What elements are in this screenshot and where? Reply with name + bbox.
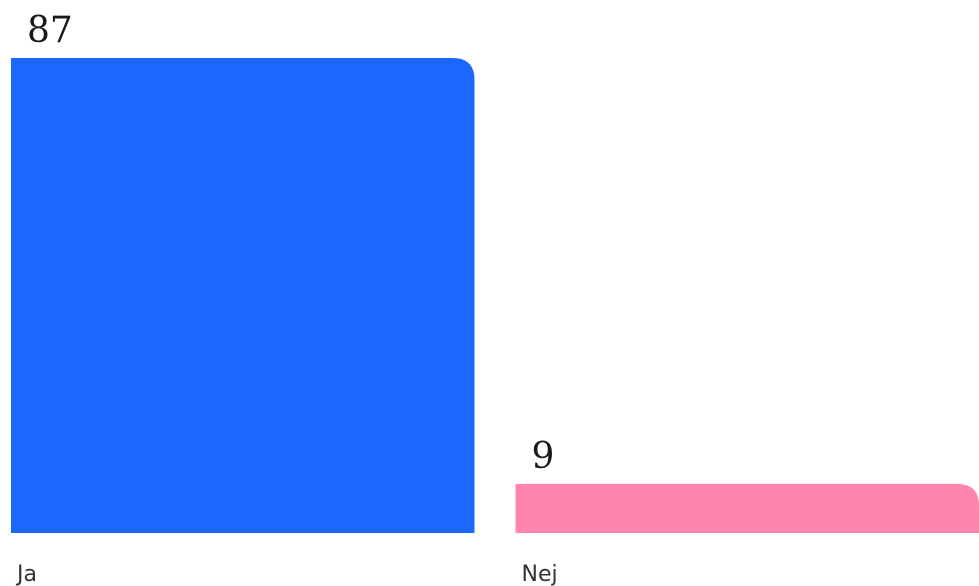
category-label-nej: Nej — [522, 562, 558, 586]
bar-nej — [515, 483, 979, 533]
bar-ja — [11, 58, 475, 533]
category-labels-group: Ja Nej — [15, 562, 558, 586]
value-labels-group: 87 9 — [27, 10, 554, 477]
value-label-nej: 9 — [532, 436, 555, 477]
category-label-ja: Ja — [15, 562, 37, 586]
value-label-ja: 87 — [27, 10, 73, 51]
bars-group — [11, 58, 979, 533]
